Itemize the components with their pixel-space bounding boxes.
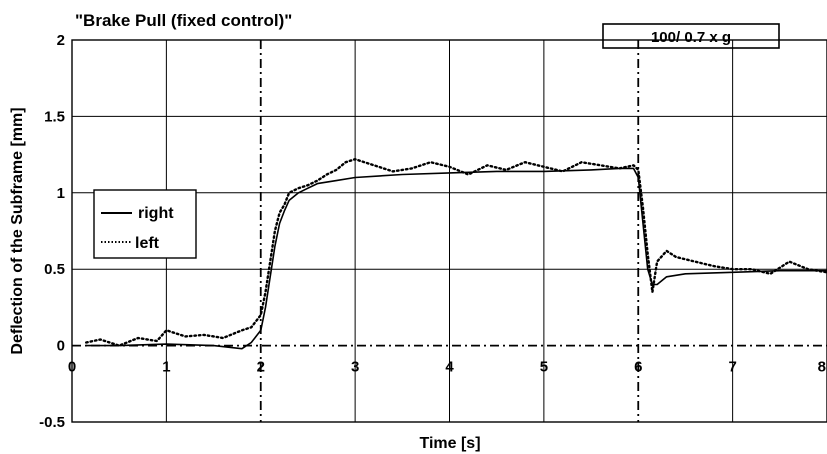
series-line-right (86, 167, 827, 350)
legend-frame (93, 189, 197, 259)
y-tick-label: -0.5 (39, 414, 65, 431)
legend-label-right: right (138, 205, 174, 222)
y-tick-label: 0 (57, 338, 65, 355)
series-line-left (85, 158, 827, 347)
annotation-text: 100/ 0.7 x g (651, 29, 731, 46)
x-tick-label: 4 (445, 359, 454, 376)
x-tick-label: 5 (540, 359, 548, 376)
legend-label-left: left (135, 235, 160, 252)
x-tick-label: 0 (68, 359, 76, 376)
x-axis-label: Time [s] (419, 435, 480, 452)
reference-lines (72, 40, 827, 422)
x-tick-label: 7 (728, 359, 736, 376)
y-axis-label: Deflection of the Subframe [mm] (9, 107, 26, 354)
x-tick-labels: 0 1 2 3 4 5 6 7 8 (68, 359, 826, 376)
x-tick-label: 2 (257, 359, 265, 376)
x-tick-label: 3 (351, 359, 359, 376)
y-tick-label: 1.5 (44, 108, 65, 125)
y-tick-label: 1 (57, 185, 65, 202)
legend: right left (93, 189, 197, 259)
y-tick-labels: -0.5 0 0.5 1 1.5 2 (39, 32, 65, 431)
chart-title: "Brake Pull (fixed control)" (75, 11, 292, 30)
series-group (85, 158, 827, 350)
y-tick-label: 2 (57, 32, 65, 49)
x-tick-label: 1 (162, 359, 170, 376)
x-tick-label: 6 (634, 359, 642, 376)
x-tick-label: 8 (818, 359, 826, 376)
grid (72, 40, 827, 422)
y-tick-label: 0.5 (44, 261, 65, 278)
annotation-frame (602, 23, 780, 49)
annotation-box: 100/ 0.7 x g (602, 23, 780, 49)
